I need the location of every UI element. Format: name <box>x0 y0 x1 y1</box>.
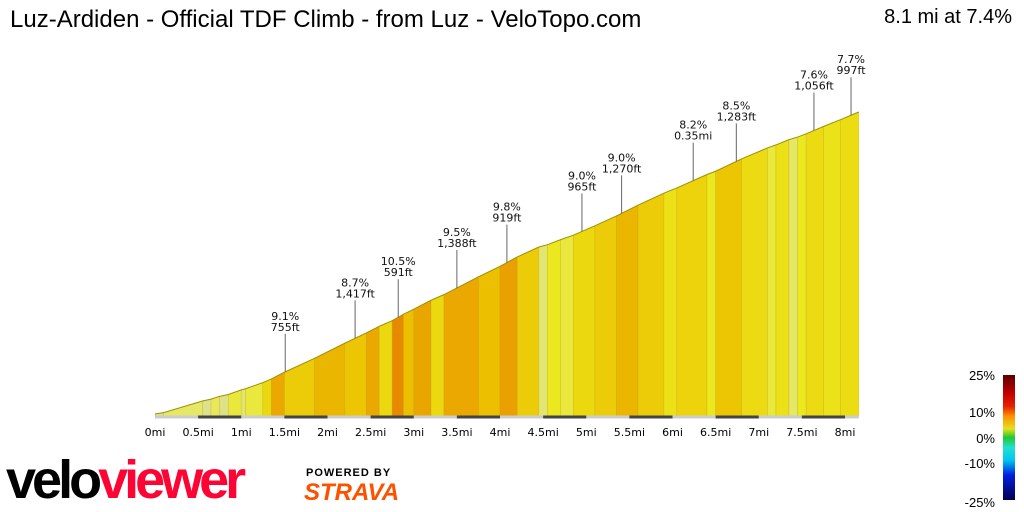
grade-segment <box>413 299 432 417</box>
powered-by-text: POWERED BY <box>306 467 392 479</box>
grade-segment <box>499 256 518 417</box>
grade-segment <box>573 225 596 417</box>
grade-segment <box>366 325 380 417</box>
grade-segment <box>262 378 272 417</box>
x-tick-label: 2mi <box>317 426 338 439</box>
callout-grade: 7.7% <box>837 53 865 66</box>
grade-segment <box>637 192 665 417</box>
x-tick-label: 4.5mi <box>527 426 558 439</box>
grade-segment <box>560 234 574 417</box>
grade-segment <box>775 139 790 417</box>
grade-segment <box>840 111 860 417</box>
callout-length: 0.35mi <box>674 130 712 143</box>
callout-grade: 9.0% <box>568 169 596 182</box>
grade-segment <box>741 147 768 417</box>
callout-grade: 8.5% <box>722 99 750 112</box>
grade-segment <box>767 144 777 417</box>
grade-segment <box>430 294 445 417</box>
x-tick-label: 3.5mi <box>441 426 472 439</box>
callout-length: 1,270ft <box>602 162 642 175</box>
x-tick-label: 5mi <box>576 426 597 439</box>
x-tick-label: 7.5mi <box>786 426 817 439</box>
x-tick-label: 7mi <box>748 426 769 439</box>
callout-grade: 8.7% <box>341 276 369 289</box>
grade-segment <box>805 126 824 417</box>
grade-legend: 25% 10% 0% -10% -25% <box>965 368 1015 510</box>
grade-segment <box>284 357 315 417</box>
grade-segment <box>210 395 220 417</box>
legend-label: 25% <box>969 368 995 383</box>
legend-color-bar <box>1003 375 1015 500</box>
grade-segment <box>516 246 540 417</box>
x-tick-label: 6mi <box>662 426 683 439</box>
veloviewer-logo[interactable]: veloviewer <box>6 450 246 510</box>
grade-segment <box>594 215 617 417</box>
callout-length: 1,056ft <box>794 80 834 93</box>
callout-length: 591ft <box>384 266 414 279</box>
x-tick-label: 0mi <box>145 426 166 439</box>
grade-segment <box>443 276 479 417</box>
callout-grade: 9.0% <box>608 151 636 164</box>
grade-segment <box>663 187 678 417</box>
grade-segment <box>403 308 415 417</box>
grade-segment <box>538 244 548 417</box>
grade-segment <box>788 136 798 417</box>
legend-label: 0% <box>976 431 995 446</box>
callout-grade: 10.5% <box>381 255 416 268</box>
legend-label: 10% <box>969 405 995 420</box>
x-tick-label: 2.5mi <box>355 426 386 439</box>
grade-segment <box>547 239 561 417</box>
legend-label: -25% <box>965 495 996 510</box>
grade-segment <box>219 394 229 417</box>
grade-segment <box>391 313 404 417</box>
logo-viewer: viewer <box>98 450 246 510</box>
callout-grade: 9.1% <box>271 310 299 323</box>
grade-segment <box>616 204 639 417</box>
grade-segment <box>706 170 716 417</box>
x-tick-label: 1mi <box>231 426 252 439</box>
callout-length: 1,388ft <box>437 237 477 250</box>
x-tick-label: 6.5mi <box>700 426 731 439</box>
grade-segment <box>676 174 708 417</box>
grade-segment <box>378 320 393 417</box>
grade-segment <box>271 371 285 417</box>
callout-grade: 8.2% <box>679 119 707 132</box>
logo-velo: velo <box>6 450 102 510</box>
callout-length: 919ft <box>492 212 522 225</box>
callout-length: 755ft <box>271 321 301 334</box>
grade-segment <box>715 158 742 417</box>
grade-segment <box>823 119 841 417</box>
x-tick-label: 4mi <box>490 426 511 439</box>
climb-summary: 8.1 mi at 7.4% <box>884 6 1012 28</box>
grade-segment <box>202 398 212 417</box>
legend-label: -10% <box>965 456 996 471</box>
chart-title: Luz-Ardiden - Official TDF Climb - from … <box>10 6 642 33</box>
callout-grade: 7.6% <box>800 69 828 82</box>
callout-grade: 9.8% <box>493 201 521 214</box>
x-tick-label: 3mi <box>403 426 424 439</box>
grade-segment <box>478 265 501 417</box>
callout-length: 997ft <box>837 64 867 77</box>
x-tick-label: 1.5mi <box>269 426 300 439</box>
x-tick-label: 8mi <box>835 426 856 439</box>
callout-length: 1,417ft <box>335 287 375 300</box>
callout-length: 965ft <box>567 180 597 193</box>
callout-length: 1,283ft <box>717 110 757 123</box>
callout-grade: 9.5% <box>443 226 471 239</box>
grade-segment <box>344 332 367 417</box>
grade-segment <box>797 133 807 417</box>
strava-logo[interactable]: STRAVA <box>304 479 400 506</box>
profile-outline <box>154 111 859 415</box>
x-tick-label: 0.5mi <box>182 426 213 439</box>
x-tick-label: 5.5mi <box>614 426 645 439</box>
grade-segment <box>314 342 346 417</box>
grade-segment <box>240 388 246 417</box>
